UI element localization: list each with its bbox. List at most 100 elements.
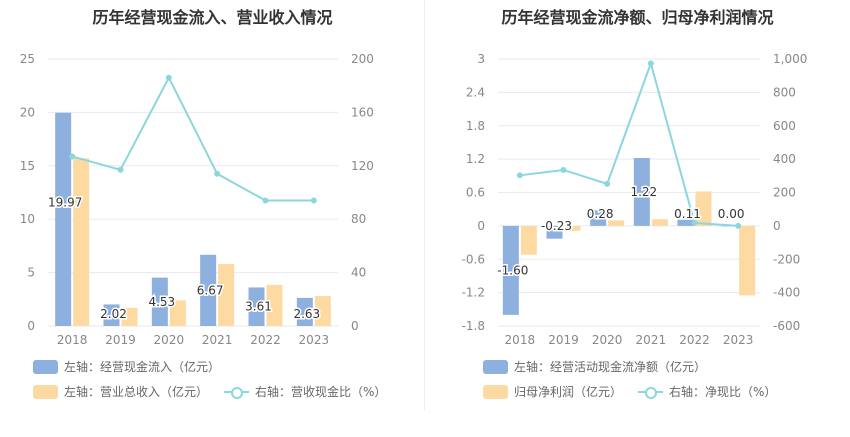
bar-data-label: -1.60 bbox=[497, 263, 528, 277]
right-tick-label: -600 bbox=[773, 319, 800, 333]
bar-data-label: 0.28 bbox=[587, 207, 614, 221]
left-tick-label: 3 bbox=[477, 52, 485, 66]
legend-label: 右轴：净现比（%） bbox=[669, 385, 777, 399]
right-tick-label: 200 bbox=[773, 186, 796, 200]
left-tick-label: 1.8 bbox=[466, 119, 485, 133]
legend-item-cash-inflow[interactable]: 左轴：经营现金流入（亿元） bbox=[33, 358, 220, 375]
x-tick-label: 2022 bbox=[250, 333, 281, 347]
right-tick-label: -400 bbox=[773, 286, 800, 300]
right-tick-label: 400 bbox=[773, 152, 796, 166]
x-tick-label: 2019 bbox=[548, 333, 579, 347]
right-chart-panel: 历年经营现金流净额、归母净利润情况 -1.8 -1.2 -0.6 0 0.6 1.2 1.8… bbox=[425, 0, 850, 437]
legend-swatch-blue bbox=[483, 359, 508, 374]
line-point bbox=[310, 197, 317, 204]
line-point bbox=[691, 219, 698, 226]
line-point bbox=[516, 172, 523, 179]
line-point bbox=[560, 166, 567, 173]
left-tick-label: -1.8 bbox=[462, 319, 485, 333]
x-tick-label: 2019 bbox=[105, 333, 136, 347]
bar bbox=[121, 307, 138, 326]
left-tick-label: 10 bbox=[20, 212, 35, 226]
right-tick-label: 1,000 bbox=[773, 52, 807, 66]
legend-item-net-cash-ratio[interactable]: 右轴：净现比（%） bbox=[638, 383, 776, 400]
bar-data-label: 2.63 bbox=[293, 307, 320, 321]
legend-swatch-blue bbox=[33, 359, 58, 374]
bar bbox=[608, 220, 625, 226]
left-tick-label: 0 bbox=[477, 219, 485, 233]
bar bbox=[314, 296, 331, 326]
left-chart-svg: 0 5 10 15 20 25 0 40 80 120 160 200 2018 2019 2020 2021… bbox=[20, 52, 374, 347]
bar-data-label: 19.97 bbox=[48, 195, 82, 209]
legend-item-revenue[interactable]: 左轴：营业总收入（亿元） bbox=[33, 383, 208, 400]
line-point bbox=[604, 180, 611, 187]
legend-label: 左轴：经营活动现金流净额（亿元） bbox=[514, 360, 707, 374]
panel-divider bbox=[424, 0, 425, 410]
x-tick-label: 2021 bbox=[202, 333, 233, 347]
left-tick-label: 15 bbox=[20, 159, 35, 173]
bar bbox=[200, 254, 217, 326]
right-tick-label: 120 bbox=[351, 159, 374, 173]
x-tick-label: 2023 bbox=[299, 333, 330, 347]
bar bbox=[546, 225, 563, 239]
legend-line-swatch bbox=[638, 385, 664, 399]
legend-item-net-profit[interactable]: 归母净利润（亿元） bbox=[483, 383, 622, 400]
x-tick-label: 2018 bbox=[505, 333, 536, 347]
bar-data-label: -0.23 bbox=[541, 219, 572, 233]
right-tick-label: -200 bbox=[773, 252, 800, 266]
right-tick-label: 80 bbox=[351, 212, 366, 226]
legend-label: 左轴：经营现金流入（亿元） bbox=[64, 360, 221, 374]
left-tick-label: 0 bbox=[27, 319, 35, 333]
bar bbox=[520, 225, 537, 255]
bar bbox=[651, 219, 668, 226]
right-tick-label: 0 bbox=[351, 319, 359, 333]
right-tick-label: 160 bbox=[351, 105, 374, 119]
x-tick-label: 2022 bbox=[679, 333, 710, 347]
legend-label: 左轴：营业总收入（亿元） bbox=[64, 385, 209, 399]
bar bbox=[633, 158, 650, 226]
left-tick-label: -1.2 bbox=[462, 286, 485, 300]
x-tick-label: 2018 bbox=[57, 333, 88, 347]
bar bbox=[151, 277, 168, 326]
left-tick-label: -0.6 bbox=[462, 252, 485, 266]
line-point bbox=[647, 60, 654, 67]
legend-item-cash-ratio[interactable]: 右轴：营收现金比（%） bbox=[224, 383, 386, 400]
legend-label: 归母净利润（亿元） bbox=[514, 385, 623, 399]
bar bbox=[296, 297, 313, 326]
right-chart-svg: -1.8 -1.2 -0.6 0 0.6 1.2 1.8 2.4 3 -600 -400 -200 0 2… bbox=[462, 52, 808, 347]
left-chart-panel: 历年经营现金流入、营业收入情况 0 5 10 15 20 25 0 40 80 120 160 200… bbox=[20, 8, 402, 400]
right-tick-label: 40 bbox=[351, 266, 366, 280]
legend-swatch-orange bbox=[33, 384, 58, 399]
line-point bbox=[69, 153, 76, 160]
bar-data-label: 0.11 bbox=[674, 207, 701, 221]
left-legend-row-1: 左轴：经营现金流入（亿元） bbox=[33, 358, 236, 375]
bar bbox=[248, 287, 265, 326]
x-tick-label: 2020 bbox=[592, 333, 623, 347]
bar-data-label: 2.02 bbox=[100, 307, 127, 321]
x-tick-label: 2020 bbox=[154, 333, 185, 347]
left-tick-label: 25 bbox=[20, 52, 35, 66]
right-tick-label: 200 bbox=[351, 52, 374, 66]
line-point bbox=[214, 170, 221, 177]
x-tick-label: 2023 bbox=[723, 333, 754, 347]
bar-data-label: 0.00 bbox=[718, 207, 745, 221]
series-line bbox=[519, 60, 739, 227]
bar bbox=[55, 112, 72, 326]
bar-data-label: 1.22 bbox=[630, 185, 657, 199]
series-line bbox=[71, 75, 314, 202]
left-legend-row-2: 左轴：营业总收入（亿元） 右轴：营收现金比（%） bbox=[33, 383, 402, 400]
bar-data-label: 6.67 bbox=[197, 283, 224, 297]
legend-item-net-cash-flow[interactable]: 左轴：经营活动现金流净额（亿元） bbox=[483, 358, 706, 375]
bar bbox=[695, 191, 712, 226]
left-tick-label: 5 bbox=[27, 266, 35, 280]
line-point bbox=[262, 197, 269, 204]
bar bbox=[590, 210, 607, 226]
bar bbox=[73, 158, 90, 326]
legend-line-swatch bbox=[224, 385, 250, 399]
left-tick-label: 20 bbox=[20, 105, 35, 119]
line-point bbox=[165, 74, 172, 81]
left-chart-title: 历年经营现金流入、营业收入情况 bbox=[92, 8, 333, 27]
bar bbox=[266, 284, 283, 326]
right-legend-row-2: 归母净利润（亿元） 右轴：净现比（%） bbox=[483, 383, 792, 400]
legend-label: 右轴：营收现金比（%） bbox=[255, 385, 387, 399]
bar bbox=[677, 219, 694, 226]
